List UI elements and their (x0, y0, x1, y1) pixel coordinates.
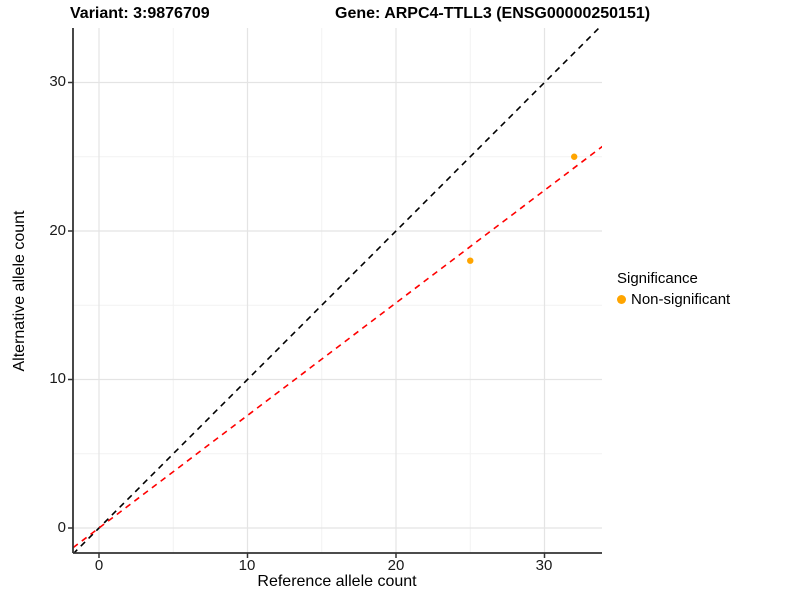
legend-item-label: Non-significant (631, 291, 731, 308)
variant-title: Variant: 3:9876709 (70, 5, 210, 22)
x-axis-title: Reference allele count (257, 573, 417, 590)
legend-item-non-significant: Non-significant (617, 291, 730, 308)
x-tick-label-20: 20 (387, 557, 405, 574)
legend-point-icon (617, 295, 626, 304)
gene-title: Gene: ARPC4-TTLL3 (ENSG00000250151) (335, 5, 651, 22)
y-tick-label-30: 30 (49, 73, 66, 90)
y-tick-label-0: 0 (57, 519, 66, 536)
y-tick-label-10: 10 (49, 370, 66, 387)
legend: Significance Non-significant (617, 270, 730, 308)
x-tick-label-10: 10 (238, 557, 256, 574)
y-axis-title: Alternative allele count (11, 210, 28, 372)
x-tick-label-0: 0 (94, 557, 104, 574)
legend-title: Significance (617, 270, 698, 287)
x-tick-label-30: 30 (535, 557, 553, 574)
y-tick-label-20: 20 (49, 222, 66, 239)
